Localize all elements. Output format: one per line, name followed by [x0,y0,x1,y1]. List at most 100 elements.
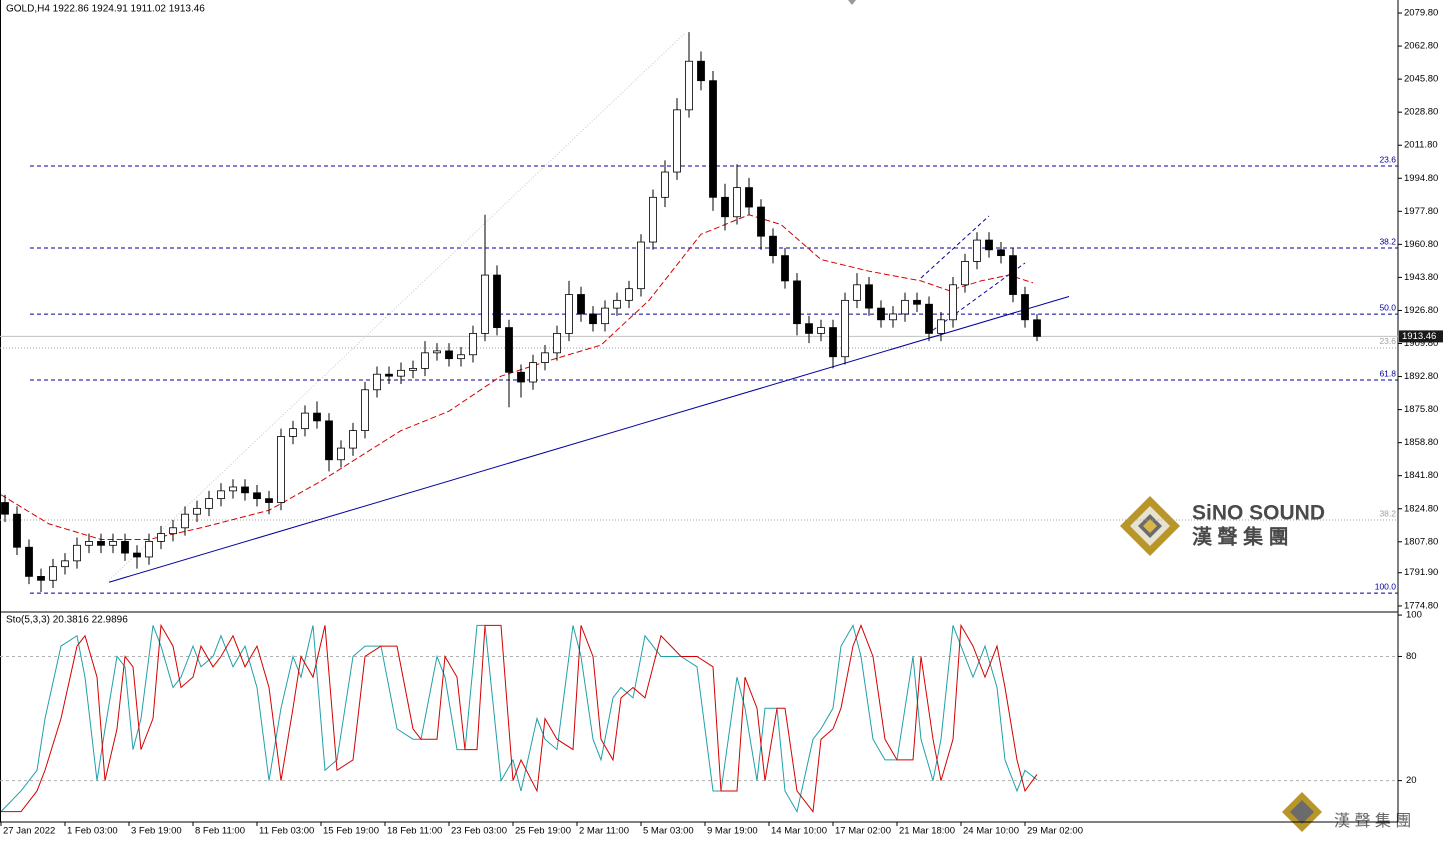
candle-body [217,490,225,500]
trend-line [108,32,686,581]
candle-body [949,284,957,321]
candle-body [973,239,981,262]
candle-body [913,299,921,305]
candle-body [505,327,513,373]
candle-body [373,373,381,391]
candle-body [109,541,117,546]
candle-body [877,307,885,321]
y-tick-label: 1926.80 [1404,305,1438,316]
y-tick-label: 1841.80 [1404,470,1438,481]
y-tick-label: 1960.80 [1404,239,1438,250]
corner-chinese: 漢 聲 集 團 [1334,812,1411,830]
logo [1143,519,1157,533]
candle-body [601,307,609,325]
candle-body [985,239,993,251]
candle-body [349,430,357,449]
candle-body [733,187,741,218]
trend-line [108,295,1070,583]
y-tick-label: 1774.80 [1404,600,1438,611]
y-tick-label: 1909.80 [1404,338,1438,349]
x-tick-label: 3 Feb 19:00 [131,826,182,837]
x-tick-label: 15 Feb 19:00 [323,826,379,837]
candle-body [445,350,453,360]
price-label-box [1399,330,1443,343]
candle-body [361,389,369,431]
candle-body [625,288,633,301]
stochastic-line [1,623,1038,813]
candle-body [181,513,189,529]
y-tick-label: 1791.90 [1404,567,1438,578]
candle-body [277,436,285,503]
fib-label: 38.2 [1379,508,1396,518]
candle-body [121,541,129,554]
candle-body [289,428,297,437]
candle-body [1009,255,1017,295]
candle-body [313,412,321,422]
candle-body [781,255,789,282]
candle-body [433,350,441,354]
candle-body [865,284,873,309]
fib-label: 23.6 [1379,336,1396,346]
candle-body [637,241,645,290]
y-tick-label: 1994.80 [1404,173,1438,184]
candle-body [25,546,33,577]
candle-body [169,527,177,535]
candle-body [409,367,417,371]
candle-body [97,541,105,546]
candle-body [193,507,201,515]
candle-body [673,109,681,173]
candle-body [301,412,309,430]
fib-label: 23.6 [1379,154,1396,164]
candle-body [337,447,345,461]
y-tick-label: 1892.80 [1404,371,1438,382]
candle-body [1033,319,1041,337]
indicator-header: Sto(5,3,3) 20.3816 22.9896 [6,615,128,626]
candle-body [541,352,549,363]
y-tick-label: 1807.80 [1404,536,1438,547]
y-tick-label: 2045.80 [1404,74,1438,85]
candle-body [229,486,237,492]
fib-label: 50.0 [1379,302,1396,312]
candle-body [853,284,861,301]
x-tick-label: 17 Mar 02:00 [835,826,891,837]
fib-label: 61.8 [1379,368,1396,378]
x-tick-label: 9 Mar 19:00 [707,826,758,837]
candle-body [493,274,501,328]
candle-body [889,313,897,321]
candle-body [157,533,165,542]
y-tick-label: 2062.80 [1404,41,1438,52]
candle-body [529,362,537,383]
brand-chinese: 漢 聲 集 團 [1192,524,1289,548]
candle-body [133,552,141,558]
candle-body [13,513,21,548]
candle-body [757,206,765,237]
candle-body [613,299,621,309]
candle-body [553,332,561,354]
candle-body [997,249,1005,257]
y-tick-label: 1858.80 [1404,437,1438,448]
candle-body [1021,294,1029,321]
x-tick-label: 11 Feb 03:00 [259,826,314,837]
candle-body [61,560,69,568]
candle-body [901,299,909,315]
candle-body [925,303,933,334]
plot: 23.6 38.2 50.0 61.8 100.0 23.6 38.2 [0,32,1398,594]
candle-body [85,541,93,546]
candle-body [565,294,573,334]
candle-body [577,294,585,315]
x-tick-label: 23 Feb 03:00 [451,826,507,837]
candle-body [49,566,57,581]
candle-body [145,541,153,558]
y-tick-label: 1943.80 [1404,272,1438,283]
y-tick-label: 1875.80 [1404,404,1438,415]
candle-body [805,323,813,334]
candle-body [205,498,213,509]
candle-body [721,196,729,218]
candle-body [517,371,525,383]
y-tick-label: 2011.80 [1404,140,1438,151]
candle-body [661,171,669,198]
moving-average [0,214,1034,540]
candle-body [793,280,801,325]
